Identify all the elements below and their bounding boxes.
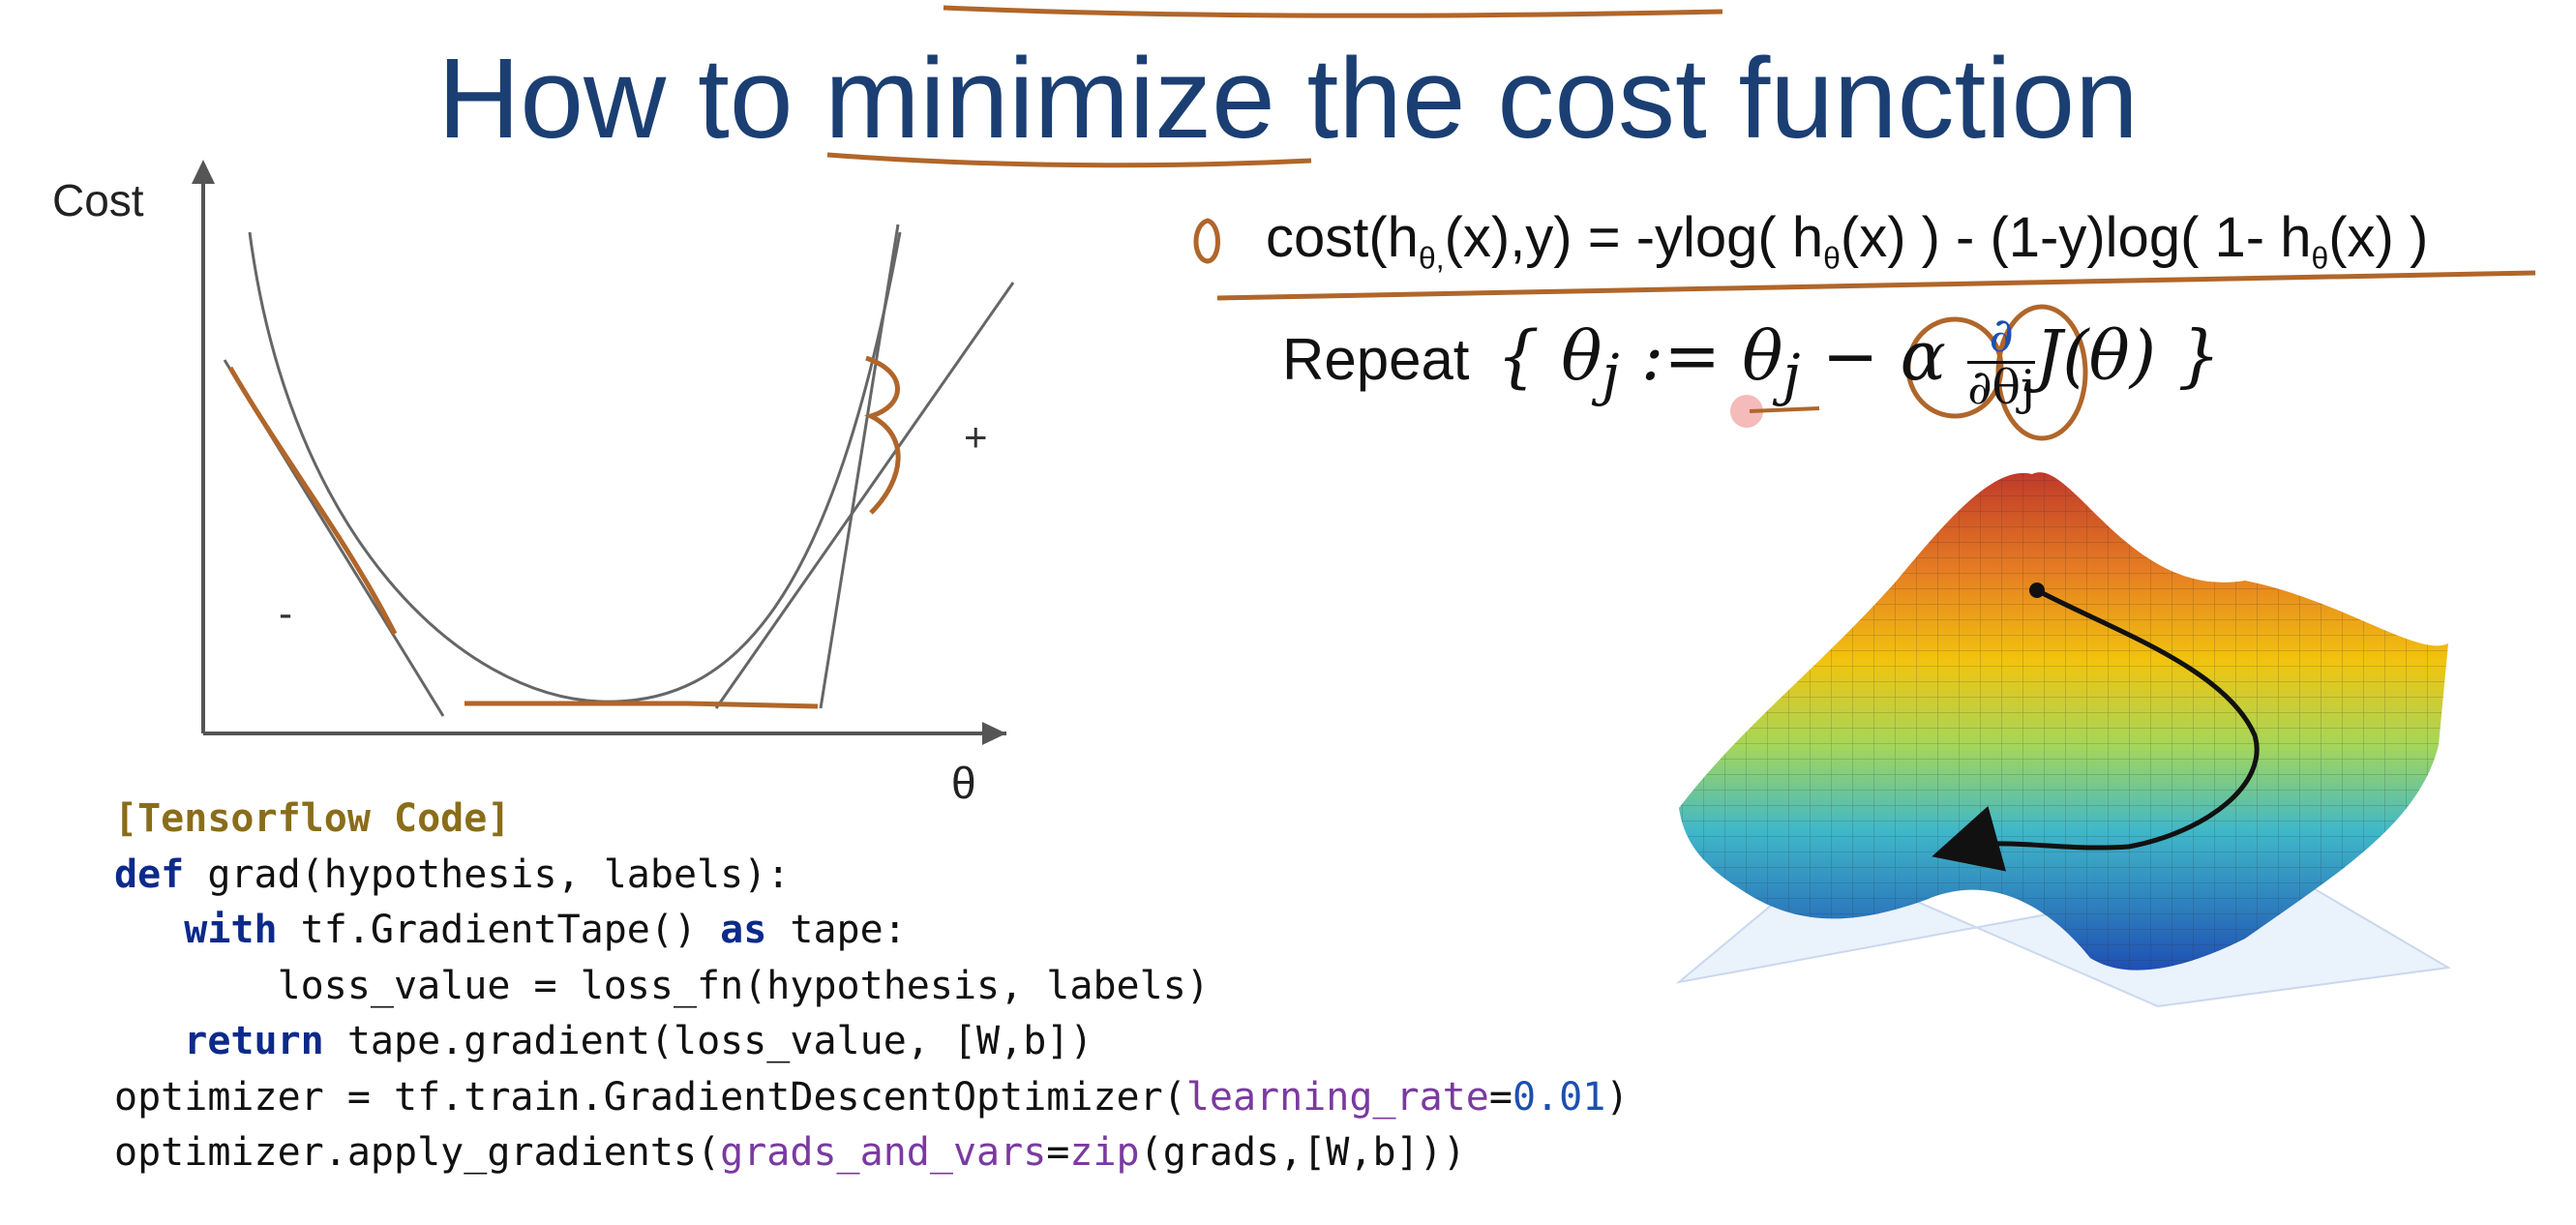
cost-formula-part: (x),y) = -ylog( h — [1444, 206, 1824, 269]
code-keyword: return — [184, 1019, 324, 1063]
tangent-line-right — [714, 282, 1015, 709]
code-text: tape.gradient(loss_value, [W,b]) — [323, 1019, 1093, 1063]
code-text: loss_value = loss_fn(hypothesis, labels) — [277, 963, 1210, 1008]
cost-formula-part: cost(h — [1266, 206, 1419, 269]
update-rule-sub: j — [1782, 341, 1801, 407]
cost-formula-sub: θ — [2311, 240, 2329, 276]
code-line: optimizer.apply_gradients(grads_and_vars… — [114, 1125, 1629, 1181]
code-kwarg: learning_rate — [1185, 1074, 1489, 1120]
partial-denominator: ∂θj — [1967, 360, 2036, 415]
descent-path — [1932, 587, 2260, 872]
theta-underline-stroke — [1749, 406, 1820, 413]
formula-underline-stroke — [1216, 270, 2536, 301]
update-rule-part: { θ — [1496, 315, 1603, 396]
min-flat-annotation — [464, 701, 819, 709]
cost-formula: cost(hθ,(x),y) = -ylog( hθ(x) ) - (1-y)l… — [1266, 205, 2428, 277]
code-text: optimizer = tf.train.GradientDescentOpti… — [114, 1074, 1186, 1120]
partial-numerator: ∂ — [1967, 312, 2036, 364]
code-text: ) — [1605, 1074, 1630, 1120]
code-kwarg: grads_and_vars — [720, 1130, 1047, 1175]
code-number: 0.01 — [1512, 1074, 1606, 1120]
theta-axis-label: θ — [951, 758, 976, 808]
right-slope-annotation — [864, 355, 901, 515]
tensorflow-code-block: [Tensorflow Code] def grad(hypothesis, la… — [114, 792, 1629, 1181]
code-line: def grad(hypothesis, labels): — [114, 848, 1629, 904]
update-rule-formula: Repeat{ θj := θj − α ∂ ∂θj J(θ) } — [1282, 312, 2221, 411]
update-rule-sub: j — [1602, 341, 1620, 407]
cursor-dot — [1730, 395, 1763, 428]
gradient-descent-surface — [1675, 472, 2452, 1008]
cost-formula-part: (x) ) - (1-y)log( 1- h — [1840, 206, 2312, 269]
code-line: with tf.GradientTape() as tape: — [114, 903, 1629, 959]
code-text: optimizer.apply_gradients( — [114, 1130, 721, 1175]
code-line: loss_value = loss_fn(hypothesis, labels) — [114, 959, 1629, 1015]
code-keyword: with — [184, 908, 278, 952]
cost-graph-axes — [192, 160, 1006, 745]
update-rule-part: := θ — [1619, 315, 1783, 396]
code-keyword: def — [114, 852, 185, 897]
code-text: tape: — [766, 908, 907, 952]
update-rule-part: J(θ) } — [2035, 315, 2221, 396]
left-slope-annotation — [227, 366, 398, 636]
code-text: = — [1046, 1130, 1070, 1175]
alpha-circle — [1905, 316, 2004, 419]
descent-start-point — [2029, 583, 2045, 598]
formula-zero-mark — [1193, 218, 1220, 264]
code-text: (grads,[W,b])) — [1139, 1130, 1466, 1175]
cost-curve — [248, 231, 902, 703]
cost-formula-sub: θ, — [1418, 240, 1445, 276]
code-line: optimizer = tf.train.GradientDescentOpti… — [114, 1070, 1629, 1126]
cost-formula-sub: θ — [1823, 240, 1841, 276]
code-text: = — [1488, 1074, 1513, 1120]
title-underline-stroke — [826, 152, 1312, 168]
partial-circle — [1995, 304, 2088, 441]
slide-title: How to minimize the cost function — [437, 35, 2139, 163]
cost-formula-part: (x) ) — [2328, 206, 2429, 269]
positive-slope-mark: + — [964, 414, 988, 460]
negative-slope-mark: - — [279, 590, 292, 636]
code-keyword: as — [720, 908, 767, 952]
cost-axis-label: Cost — [52, 175, 144, 225]
code-header: [Tensorflow Code] — [114, 796, 511, 841]
repeat-word: Repeat — [1282, 326, 1470, 392]
partial-derivative-fraction: ∂ ∂θj — [1967, 312, 2036, 415]
code-line: return tape.gradient(loss_value, [W,b]) — [114, 1014, 1629, 1070]
update-rule-part: − α — [1800, 315, 1946, 396]
code-text: tf.GradientTape() — [277, 908, 721, 952]
tangent-line-steep — [819, 224, 900, 709]
code-text: grad(hypothesis, labels): — [184, 852, 791, 897]
code-builtin: zip — [1069, 1130, 1140, 1175]
top-annotation-stroke — [943, 5, 1723, 18]
